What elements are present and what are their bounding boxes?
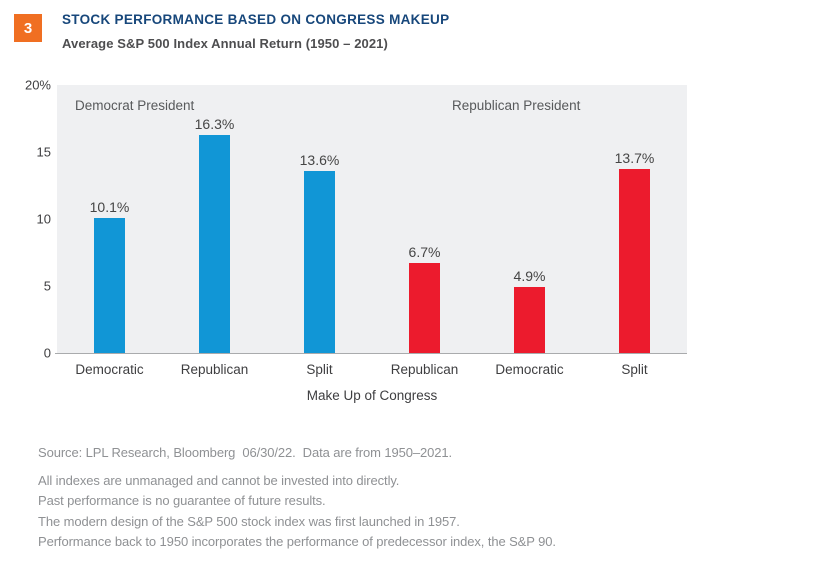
y-tick-label: 15: [36, 144, 51, 160]
bar: [619, 169, 650, 353]
bar-value-label: 13.6%: [299, 151, 340, 168]
y-axis: 20% 15 10 5 0: [0, 78, 51, 361]
bar: [409, 263, 440, 353]
x-category-label: Republican: [180, 362, 249, 377]
bar-slot: 16.3%: [162, 85, 267, 353]
bars-container: 10.1% 16.3% 13.6% 6.7% 4.9% 13.7%: [57, 85, 687, 353]
group-label-republican-president: Republican President: [452, 98, 581, 113]
x-category-label: Democratic: [75, 362, 144, 377]
chart-subtitle: Average S&P 500 Index Annual Return (195…: [62, 36, 388, 51]
bar-value-label: 4.9%: [513, 268, 546, 285]
footnote-line: Past performance is no guarantee of futu…: [38, 493, 326, 509]
bar: [304, 170, 335, 353]
x-axis-line: [55, 353, 687, 354]
y-tick-label: 5: [43, 278, 51, 294]
bar: [94, 217, 125, 353]
x-category-labels: Democratic Republican Split Republican Democ…: [57, 362, 687, 377]
y-tick-label: 20%: [24, 77, 51, 93]
bar-value-label: 13.7%: [614, 150, 655, 167]
group-label-democrat-president: Democrat President: [75, 98, 195, 113]
x-category-label: Democratic: [495, 362, 564, 377]
bar-value-label: 16.3%: [194, 115, 235, 132]
bar-slot: 13.7%: [582, 85, 687, 353]
footnote-line: All indexes are unmanaged and cannot be …: [38, 473, 400, 488]
bar-slot: 6.7%: [372, 85, 477, 353]
bar-value-label: 10.1%: [89, 198, 130, 215]
footnote-line: The modern design of the S&P 500 stock i…: [38, 513, 460, 529]
bar-slot: 10.1%: [57, 85, 162, 353]
footnote-line: Performance back to 1950 incorporates th…: [38, 534, 556, 550]
bar-value-label: 6.7%: [408, 244, 441, 261]
y-tick-label: 0: [43, 345, 51, 361]
chart-title: STOCK PERFORMANCE BASED ON CONGRESS MAKE…: [62, 12, 450, 27]
figure-number-badge: 3: [14, 14, 42, 42]
plot-area: Democrat President Republican President …: [57, 85, 687, 353]
footnotes: Source: LPL Research, Bloomberg 06/30/22…: [38, 445, 778, 553]
bar-slot: 4.9%: [477, 85, 582, 353]
x-category-label: Split: [621, 362, 648, 377]
x-category-label: Split: [306, 362, 333, 377]
y-tick-label: 10: [36, 211, 51, 227]
x-category-label: Republican: [390, 362, 459, 377]
source-line: Source: LPL Research, Bloomberg 06/30/22…: [38, 445, 453, 460]
x-axis-title: Make Up of Congress: [306, 388, 438, 403]
bar: [199, 134, 230, 353]
bar-slot: 13.6%: [267, 85, 372, 353]
bar: [514, 287, 545, 353]
